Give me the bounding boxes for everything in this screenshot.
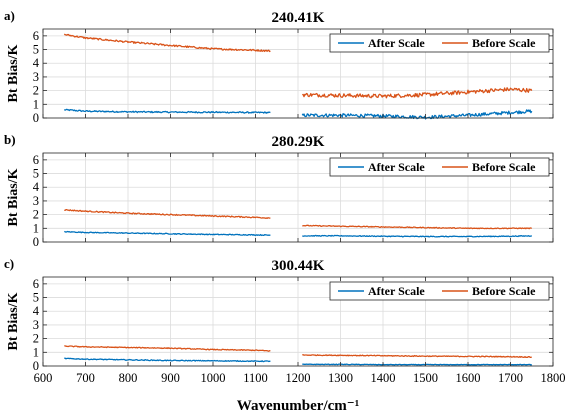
legend-entry: Before Scale	[472, 284, 536, 298]
series-line-segment	[302, 87, 533, 99]
series-line-segment	[302, 224, 532, 230]
y-tick-label: 0	[33, 235, 39, 249]
panel-label: b)	[4, 132, 16, 147]
legend-entry: After Scale	[368, 36, 425, 50]
y-tick-label: 3	[33, 194, 39, 208]
x-tick-label: 1000	[201, 371, 226, 385]
y-tick-label: 4	[33, 304, 40, 318]
legend-entry: After Scale	[368, 160, 425, 174]
y-tick-label: 1	[33, 221, 39, 235]
legend-box	[329, 157, 550, 177]
x-tick-label: 1400	[371, 371, 396, 385]
series-line-segment	[302, 363, 533, 366]
series-line-segment	[301, 109, 533, 120]
legend: After Scale Before Scale	[329, 33, 550, 53]
x-tick-label: 1600	[456, 371, 481, 385]
series-line-segment	[63, 108, 271, 114]
legend-entry: Before Scale	[472, 36, 536, 50]
y-tick-label: 2	[33, 332, 39, 346]
x-tick-label: 900	[161, 371, 180, 385]
y-tick-label: 1	[33, 345, 39, 359]
panel-label: c)	[4, 256, 14, 271]
series-before-scale	[64, 208, 532, 230]
panel-label: a)	[4, 8, 15, 23]
legend: After Scale Before Scale	[329, 281, 550, 301]
y-tick-label: 6	[33, 29, 39, 43]
series-line-segment	[302, 234, 533, 238]
y-tick-label: 5	[33, 167, 39, 181]
chart-title: 280.29K	[272, 134, 325, 150]
legend-box	[329, 281, 550, 301]
y-tick-label: 4	[33, 56, 40, 70]
y-tick-label: 0	[33, 111, 39, 125]
y-tick-label: 5	[33, 43, 39, 57]
chart-title: 240.41K	[272, 10, 325, 26]
x-tick-label: 1800	[541, 371, 566, 385]
x-tick-label: 600	[34, 371, 53, 385]
y-tick-label: 6	[33, 153, 39, 167]
y-tick-label: 3	[33, 70, 39, 84]
x-tick-label: 700	[76, 371, 95, 385]
legend-entry: Before Scale	[472, 160, 536, 174]
y-tick-label: 5	[33, 291, 39, 305]
chart-title: 300.44K	[272, 258, 325, 274]
x-tick-label: 1500	[413, 371, 438, 385]
x-tick-label: 1200	[286, 371, 311, 385]
y-tick-label: 3	[33, 318, 39, 332]
series-line-segment	[302, 354, 532, 358]
x-tick-label: 800	[119, 371, 138, 385]
y-axis-label: Bt Bias/K	[6, 44, 21, 102]
x-tick-label: 1100	[243, 371, 268, 385]
y-tick-label: 2	[33, 84, 39, 98]
series-before-scale	[63, 33, 533, 99]
series-before-scale	[64, 345, 532, 358]
y-axis-label: Bt Bias/K	[6, 168, 21, 226]
legend-box	[329, 33, 550, 53]
y-tick-label: 1	[33, 97, 39, 111]
x-tick-label: 1300	[328, 371, 353, 385]
series-line-segment	[64, 345, 271, 352]
y-tick-label: 6	[33, 277, 39, 291]
series-line-segment	[63, 33, 271, 53]
x-axis-label: Wavenumber/cm⁻¹	[237, 398, 359, 414]
y-axis-label: Bt Bias/K	[6, 292, 21, 350]
series-after-scale	[64, 230, 533, 238]
series-line-segment	[64, 230, 271, 237]
legend-entry: After Scale	[368, 284, 425, 298]
series-line-segment	[64, 357, 271, 363]
legend: After Scale Before Scale	[329, 157, 550, 177]
y-tick-label: 0	[33, 359, 39, 373]
y-tick-label: 4	[33, 180, 40, 194]
x-tick-label: 1700	[498, 371, 523, 385]
y-tick-label: 2	[33, 208, 39, 222]
series-line-segment	[64, 208, 271, 220]
